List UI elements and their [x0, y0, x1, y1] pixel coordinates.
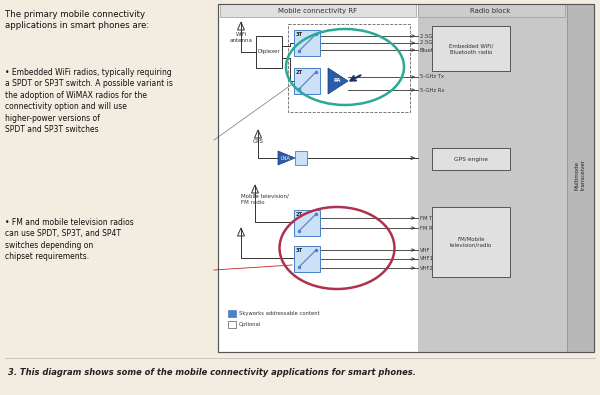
- Bar: [220, 4, 416, 17]
- Text: LNA: LNA: [280, 156, 290, 160]
- Text: Mobile connectivity RF: Mobile connectivity RF: [278, 8, 358, 14]
- Text: Skyworks addressable content: Skyworks addressable content: [239, 311, 320, 316]
- Text: Embedded WiFi/
Bluetooth radio: Embedded WiFi/ Bluetooth radio: [449, 43, 493, 55]
- Text: WiFi
antenna: WiFi antenna: [229, 32, 253, 43]
- Text: Mobile television/
FM radio: Mobile television/ FM radio: [241, 194, 289, 205]
- Text: VHF2: VHF2: [420, 265, 434, 271]
- Bar: [418, 4, 594, 352]
- Text: Optional: Optional: [239, 322, 261, 327]
- Text: VHF: VHF: [420, 248, 431, 252]
- Polygon shape: [328, 68, 348, 94]
- Bar: [295, 151, 307, 165]
- Bar: [288, 24, 410, 112]
- Text: 5-GHz Rx: 5-GHz Rx: [420, 88, 445, 92]
- Text: 2T: 2T: [296, 70, 303, 75]
- Bar: [294, 246, 320, 272]
- Text: 3. This diagram shows some of the mobile connectivity applications for smart pho: 3. This diagram shows some of the mobile…: [8, 368, 416, 377]
- Bar: [432, 26, 510, 71]
- Text: Bluetooth: Bluetooth: [420, 47, 446, 53]
- Bar: [294, 68, 320, 94]
- Bar: [432, 148, 510, 170]
- Text: 2T: 2T: [296, 212, 303, 217]
- Text: GPS: GPS: [253, 139, 264, 144]
- Bar: [294, 210, 320, 236]
- Text: 5-GHz Tx: 5-GHz Tx: [420, 75, 444, 79]
- Bar: [294, 30, 320, 56]
- Bar: [567, 4, 594, 352]
- Text: 2.5G Tx: 2.5G Tx: [420, 41, 440, 45]
- Text: FM Tx: FM Tx: [420, 216, 436, 220]
- Text: Multimode
transceiver: Multimode transceiver: [574, 160, 586, 190]
- Text: • Embedded WiFi radios, typically requiring
a SPDT or SP3T switch. A possible va: • Embedded WiFi radios, typically requir…: [5, 68, 173, 134]
- Bar: [228, 310, 236, 317]
- Bar: [418, 4, 565, 17]
- Text: FM/Mobile
television/radio: FM/Mobile television/radio: [450, 236, 492, 248]
- Text: 3T: 3T: [296, 248, 303, 253]
- Text: PA: PA: [333, 79, 341, 83]
- Text: • FM and mobile television radios
can use SPDT, SP3T, and SP4T
switches dependin: • FM and mobile television radios can us…: [5, 218, 134, 261]
- Bar: [228, 321, 236, 328]
- Bar: [432, 207, 510, 277]
- Polygon shape: [278, 151, 295, 165]
- Text: VHF1: VHF1: [420, 256, 434, 261]
- Text: GPS engine: GPS engine: [454, 156, 488, 162]
- Text: FM Rx: FM Rx: [420, 226, 436, 231]
- Bar: [256, 36, 282, 68]
- Text: The primary mobile connectivity
applications in smart phones are:: The primary mobile connectivity applicat…: [5, 10, 149, 30]
- Text: Diplexer: Diplexer: [257, 49, 280, 55]
- Text: 2.5G Rx: 2.5G Rx: [420, 34, 441, 38]
- Text: Radio block: Radio block: [470, 8, 510, 14]
- Bar: [218, 4, 594, 352]
- Text: 3T: 3T: [296, 32, 303, 37]
- Bar: [218, 4, 594, 352]
